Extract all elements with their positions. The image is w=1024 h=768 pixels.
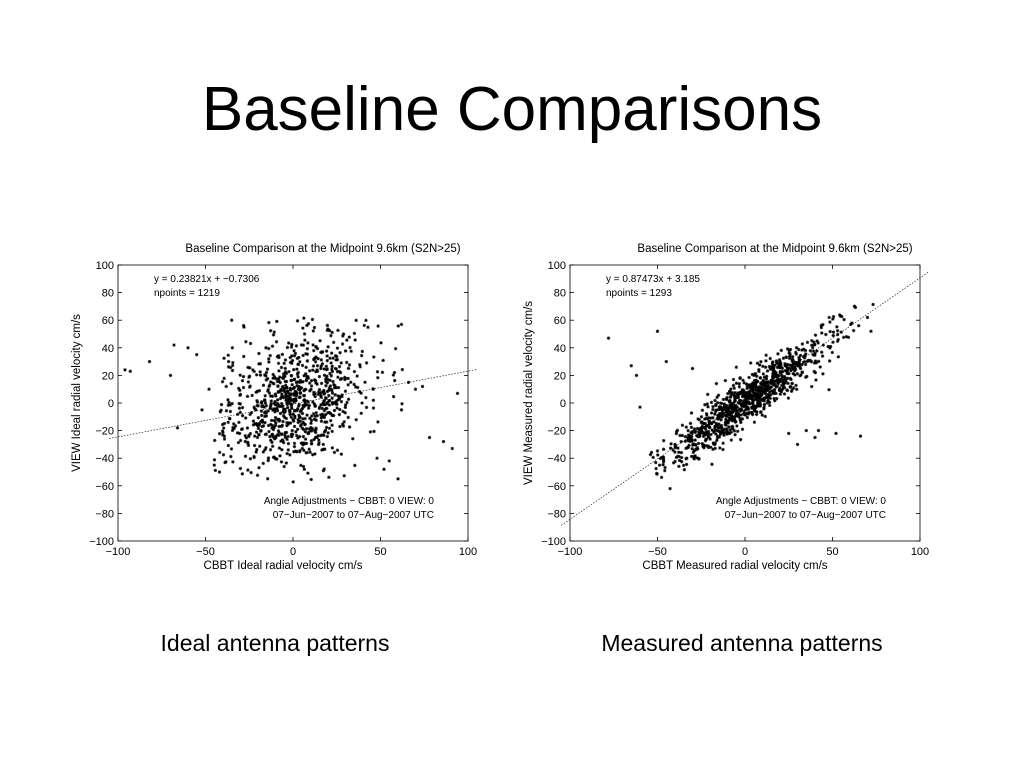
y-tick-label: −100: [541, 536, 566, 548]
x-tick-label: −100: [558, 546, 583, 558]
npoints-label: npoints = 1219: [154, 288, 220, 299]
x-tick-label: 0: [290, 546, 296, 558]
y-tick-label: 100: [548, 260, 566, 272]
y-tick-label: 40: [102, 343, 114, 355]
scatter-markers: [606, 302, 875, 491]
caption-ideal: Ideal antenna patterns: [160, 630, 390, 656]
y-axis-label: VIEW Measured radial velocity cm/s: [523, 301, 535, 485]
y-tick-label: −60: [547, 481, 566, 493]
y-tick-label: −80: [95, 508, 114, 520]
y-tick-label: −20: [547, 426, 566, 438]
y-tick-label: −40: [95, 453, 114, 465]
y-tick-label: 20: [102, 370, 114, 382]
x-tick-label: 0: [742, 546, 748, 558]
y-tick-label: 60: [554, 315, 566, 327]
x-axis-label: CBBT Measured radial velocity cm/s: [642, 560, 827, 572]
scatter-chart-measured: Baseline Comparison at the Midpoint 9.6k…: [512, 225, 982, 585]
chart-title: Baseline Comparison at the Midpoint 9.6k…: [637, 243, 912, 255]
y-tick-label: −80: [547, 508, 566, 520]
date-range: 07−Jun−2007 to 07−Aug−2007 UTC: [725, 510, 886, 521]
scatter-chart-ideal: Baseline Comparison at the Midpoint 9.6k…: [60, 225, 530, 585]
scatter-points: [123, 316, 460, 484]
y-tick-label: 20: [554, 370, 566, 382]
x-tick-label: −50: [648, 546, 667, 558]
scatter-markers: [123, 316, 460, 484]
fit-line: [109, 369, 477, 439]
y-tick-label: 40: [554, 343, 566, 355]
scatter-points: [606, 302, 875, 491]
x-tick-label: 50: [826, 546, 838, 558]
y-tick-label: 80: [102, 288, 114, 300]
x-tick-label: 100: [911, 546, 929, 558]
y-tick-label: 100: [96, 260, 114, 272]
date-range: 07−Jun−2007 to 07−Aug−2007 UTC: [273, 510, 434, 521]
x-tick-label: 50: [374, 546, 386, 558]
fit-equation: y = 0.23821x + −0.7306: [154, 274, 260, 285]
slide-title: Baseline Comparisons: [201, 75, 823, 144]
npoints-label: npoints = 1293: [606, 288, 672, 299]
y-tick-label: 80: [554, 288, 566, 300]
x-tick-label: −50: [196, 546, 215, 558]
y-tick-label: 60: [102, 315, 114, 327]
x-tick-label: −100: [106, 546, 131, 558]
y-tick-label: −60: [95, 481, 114, 493]
angle-adjustments: Angle Adjustments − CBBT: 0 VIEW: 0: [716, 496, 887, 507]
fit-equation: y = 0.87473x + 3.185: [606, 274, 700, 285]
fit-line: [561, 271, 929, 526]
y-axis-label: VIEW Ideal radial velocity cm/s: [71, 314, 83, 472]
x-axis-label: CBBT Ideal radial velocity cm/s: [204, 560, 363, 572]
scatter-plot-ideal: Baseline Comparison at the Midpoint 9.6k…: [71, 243, 477, 572]
y-tick-label: 0: [108, 398, 114, 410]
y-tick-label: −100: [89, 536, 114, 548]
angle-adjustments: Angle Adjustments − CBBT: 0 VIEW: 0: [264, 496, 435, 507]
chart-title: Baseline Comparison at the Midpoint 9.6k…: [185, 243, 460, 255]
y-tick-label: 0: [560, 398, 566, 410]
scatter-plot-measured: Baseline Comparison at the Midpoint 9.6k…: [523, 243, 929, 572]
y-tick-label: −20: [95, 426, 114, 438]
caption-measured: Measured antenna patterns: [601, 630, 883, 656]
y-tick-label: −40: [547, 453, 566, 465]
x-tick-label: 100: [459, 546, 477, 558]
